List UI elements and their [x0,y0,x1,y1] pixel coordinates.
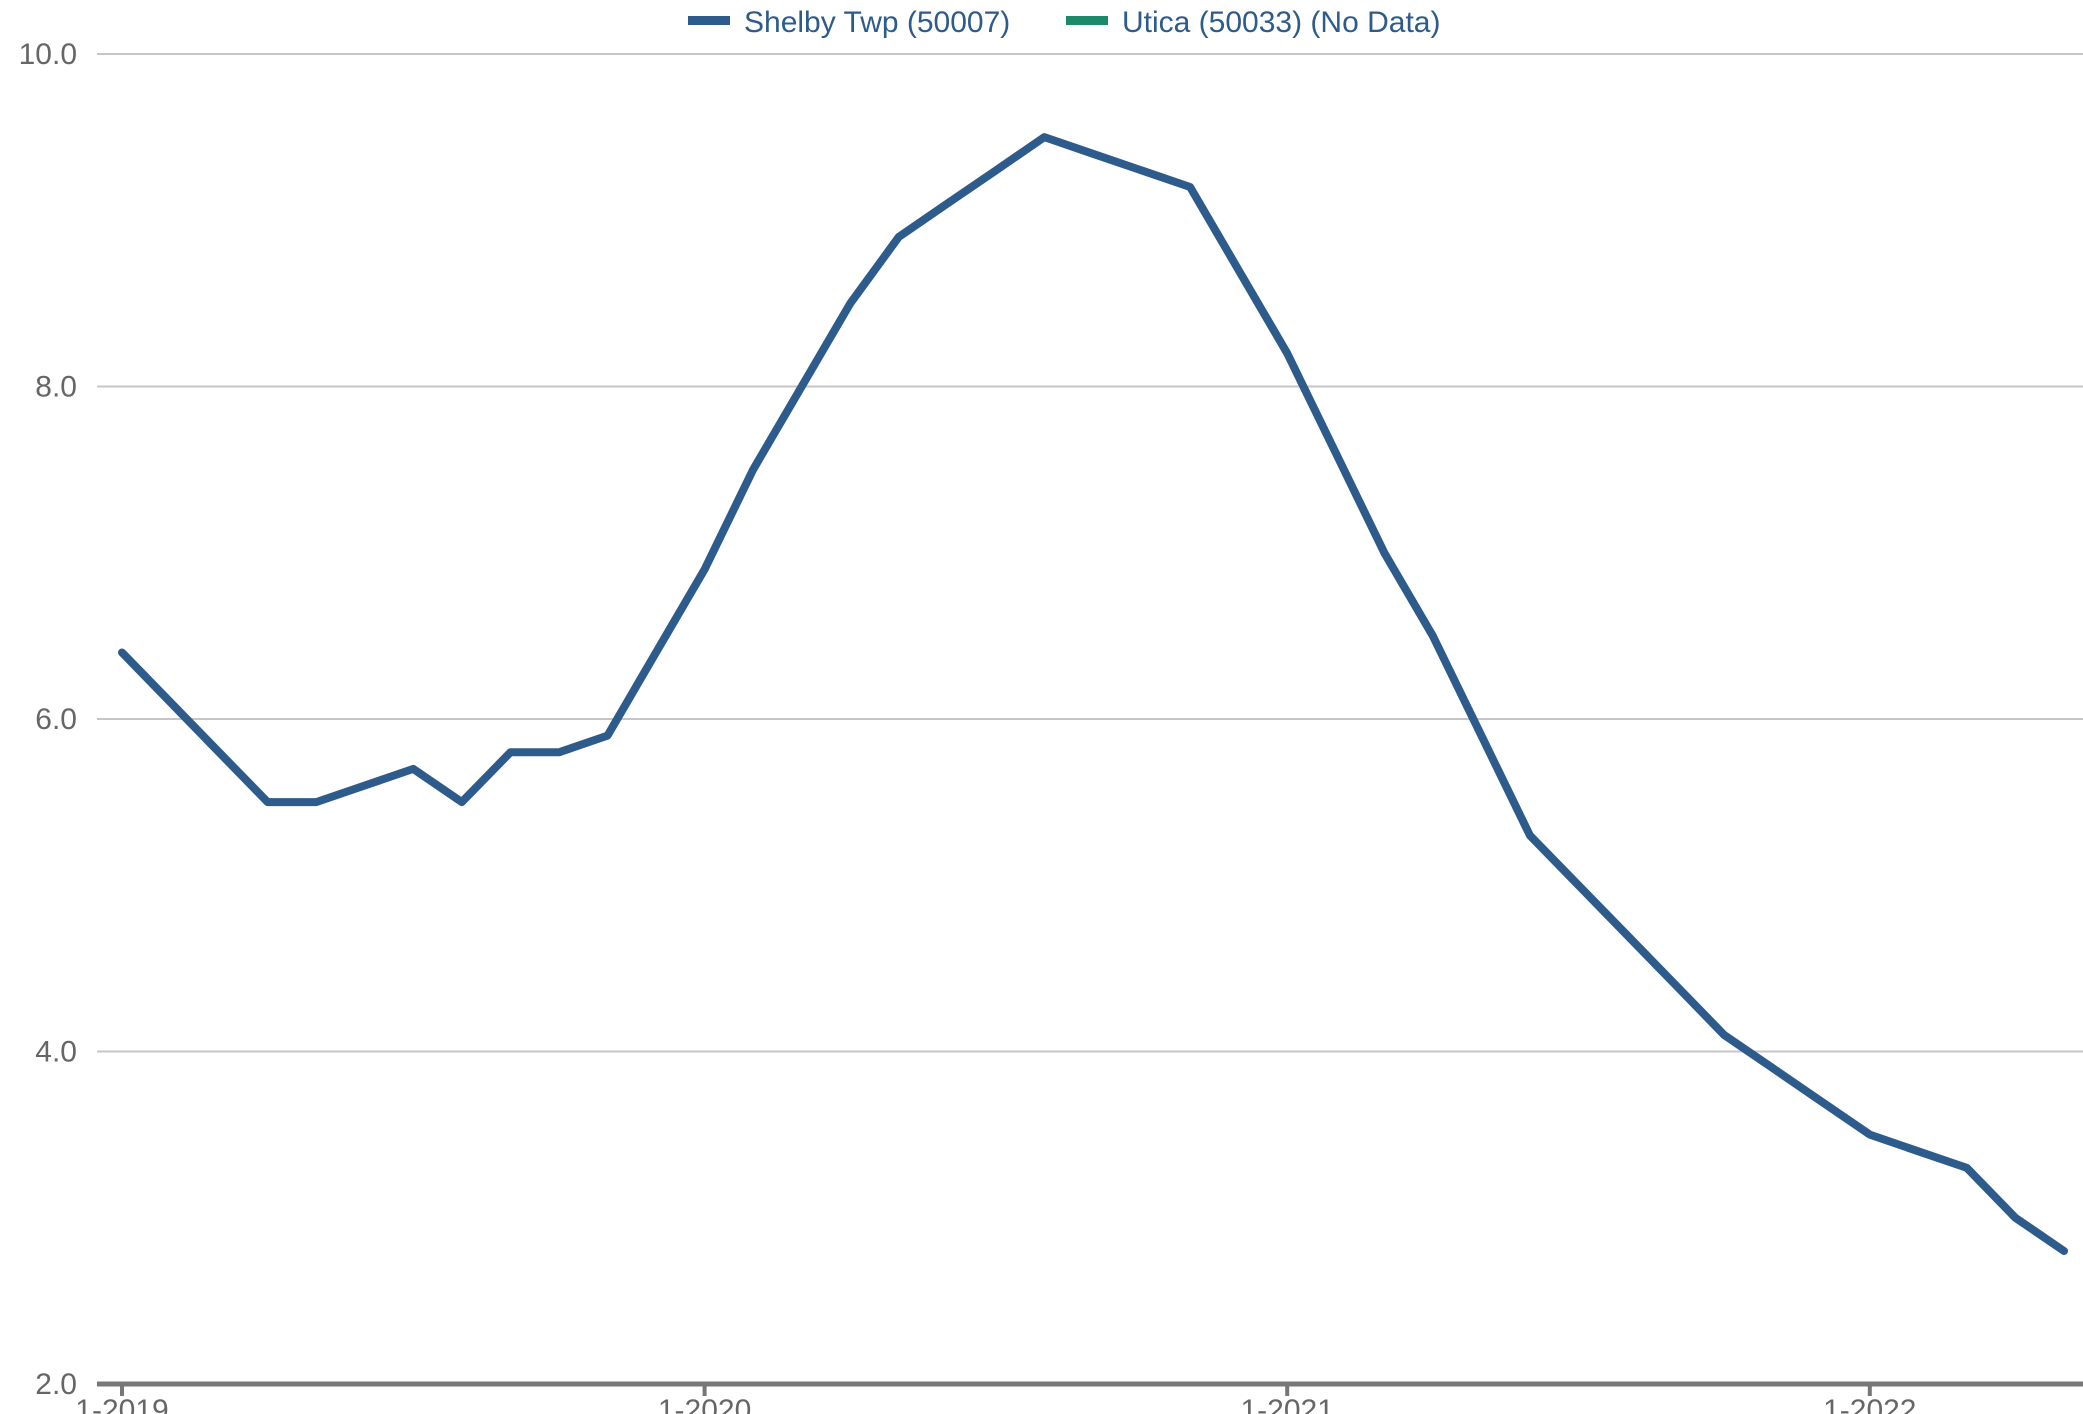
y-tick-label: 8.0 [35,371,77,404]
y-tick-label: 4.0 [35,1036,77,1069]
legend-label-utica: Utica (50033) (No Data) [1122,6,1440,39]
y-tick-label: 10.0 [19,38,77,71]
series-line-0 [118,133,2068,1255]
legend-swatch-utica [1066,16,1108,25]
y-tick-label: 2.0 [35,1368,77,1401]
x-tick-label: 1-2019 [75,1394,168,1414]
x-tick-label: 1-2020 [658,1394,751,1414]
x-axis: 1-2019 1-2020 1-2021 1-2022 [75,1381,2083,1414]
y-tick-label: 6.0 [35,703,77,736]
x-tick-label: 1-2021 [1240,1394,1333,1414]
x-tick-label: 1-2022 [1823,1394,1916,1414]
legend-label-shelby: Shelby Twp (50007) [744,6,1010,39]
grid-lines [97,53,2083,1053]
series-layer [118,133,2068,1255]
legend-swatch-shelby [688,16,730,25]
legend: Shelby Twp (50007) Utica (50033) (No Dat… [688,6,1440,39]
y-axis: 2.0 4.0 6.0 8.0 10.0 [19,38,77,1401]
